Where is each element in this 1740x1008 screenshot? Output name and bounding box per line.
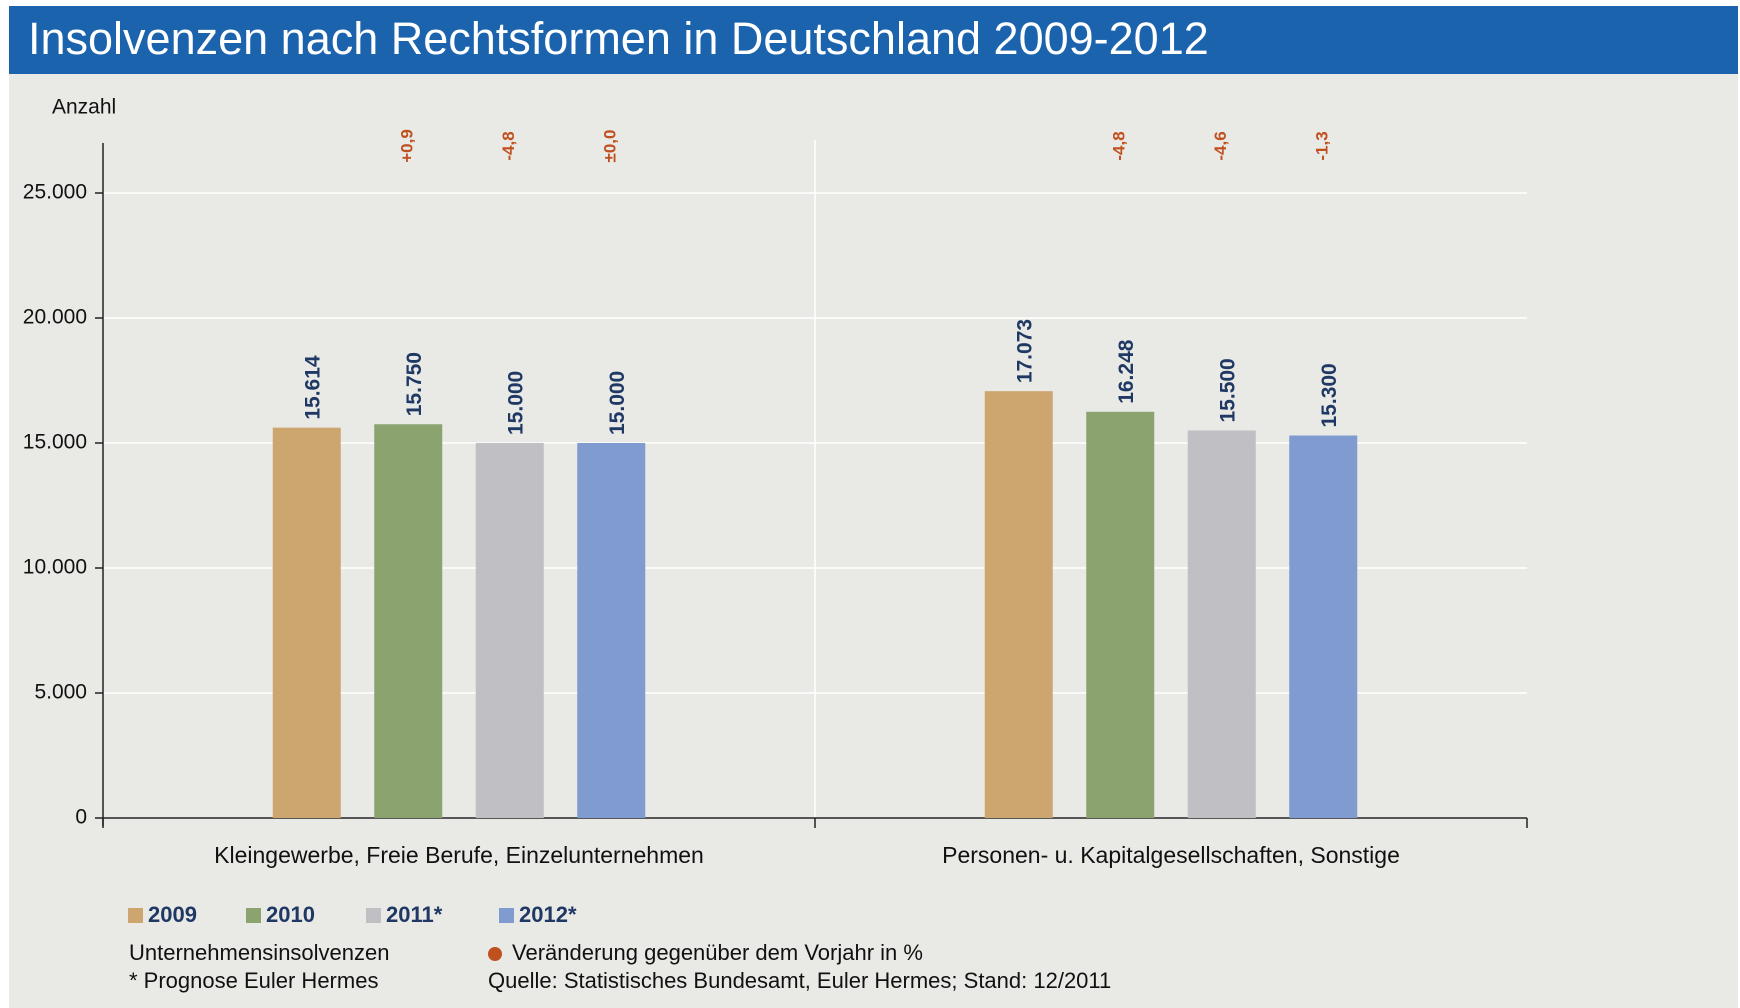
bar: [374, 424, 443, 818]
value-label: 15.000: [504, 371, 527, 435]
change-legend-dot: [488, 947, 502, 961]
legend-label: 2010: [266, 902, 315, 927]
y-tick-label: 20.000: [23, 306, 87, 329]
bar: [1289, 435, 1358, 818]
change-label: +0,9: [398, 129, 417, 163]
note: Unternehmensinsolvenzen: [129, 940, 390, 965]
value-label: 15.614: [301, 355, 324, 420]
change-label: -4,8: [499, 131, 518, 160]
bar: [984, 391, 1053, 818]
title-bar: [9, 6, 1738, 74]
y-tick-label: 25.000: [23, 181, 87, 204]
legend-label: 2011*: [386, 902, 443, 927]
y-tick-label: 0: [75, 806, 87, 829]
legend-swatch: [128, 908, 143, 923]
change-label: -4,6: [1211, 131, 1230, 160]
x-tick-label: Personen- u. Kapitalgesellschaften, Sons…: [942, 842, 1400, 868]
bar: [1187, 430, 1256, 818]
legend-swatch: [499, 908, 514, 923]
chart-title: Insolvenzen nach Rechtsformen in Deutsch…: [28, 13, 1209, 64]
y-tick-label: 15.000: [23, 431, 87, 454]
note: Veränderung gegenüber dem Vorjahr in %: [512, 940, 923, 965]
change-label: -4,8: [1110, 131, 1129, 160]
change-label: ±0,0: [601, 130, 620, 163]
x-tick-label: Kleingewerbe, Freie Berufe, Einzeluntern…: [214, 842, 704, 868]
bar: [1086, 411, 1155, 818]
legend-label: 2009: [148, 902, 197, 927]
change-label: -1,3: [1313, 131, 1332, 160]
source: Quelle: Statistisches Bundesamt, Euler H…: [488, 968, 1111, 993]
bar: [272, 427, 341, 818]
bar: [577, 443, 646, 818]
note: * Prognose Euler Hermes: [129, 968, 378, 993]
bar: [475, 443, 544, 818]
legend-swatch: [366, 908, 381, 923]
y-tick-label: 10.000: [23, 556, 87, 579]
value-label: 15.500: [1216, 358, 1239, 422]
value-label: 15.000: [606, 371, 629, 435]
legend-label: 2012*: [519, 902, 577, 927]
value-label: 15.300: [1318, 363, 1341, 427]
y-tick-label: 5.000: [34, 681, 87, 704]
y-axis-label: Anzahl: [52, 96, 116, 119]
legend-swatch: [246, 908, 261, 923]
value-label: 17.073: [1013, 319, 1036, 383]
value-label: 15.750: [403, 352, 426, 416]
value-label: 16.248: [1115, 339, 1138, 404]
